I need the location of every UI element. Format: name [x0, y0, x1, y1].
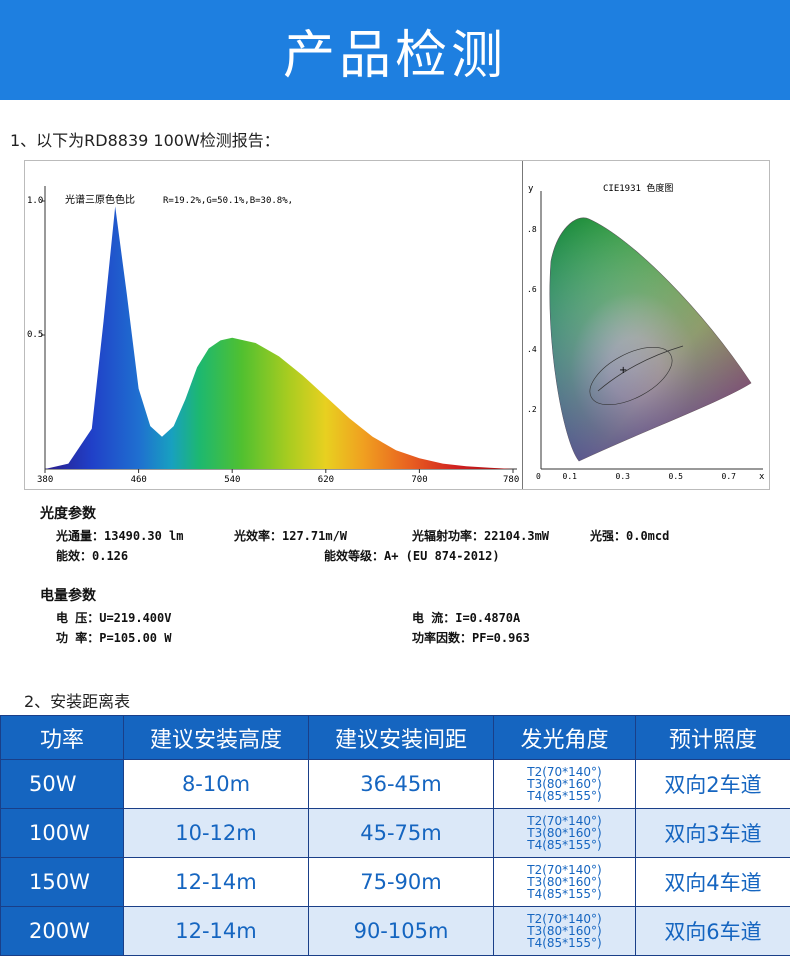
electrical-heading: 电量参数 [40, 588, 96, 604]
spectrum-ratio: R=19.2%,G=50.1%,B=30.8%, [163, 196, 293, 206]
cie-x-tick: 0.3 [616, 472, 631, 481]
cie-x-tick: 0.7 [722, 472, 737, 481]
flux-value: 光通量：13490.30 lm [56, 529, 184, 543]
row-lanes: 双向2车道 [635, 759, 790, 809]
section2-title: 2、安装距离表 [24, 692, 131, 711]
blackbody-curve [597, 345, 684, 392]
electrical-params: 电量参数 电 压：U=219.400V 电 流：I=0.4870A 功 率：P=… [40, 585, 530, 649]
spectrum-svg: 1.0 0.5 光谱三原色色比 R=19.2%,G=50.1%,B=30.8%,… [27, 186, 519, 485]
cie-y-tick: .2 [527, 405, 537, 414]
cie-x-tick: 0.5 [669, 472, 684, 481]
row-lanes: 双向3车道 [635, 808, 790, 858]
cie-title: CIE1931 色度图 [603, 182, 673, 194]
row-spacing: 75-90m [308, 857, 494, 907]
row-height: 8-10m [123, 759, 309, 809]
radiant-power-value: 光辐射功率：22104.3mW [412, 529, 550, 543]
row-power: 50W [0, 759, 124, 809]
power-factor-value: 功率因数：PF=0.963 [412, 631, 530, 645]
angle-t3: T3(80*160°) [527, 924, 602, 938]
energy-efficiency-value: 能效：0.126 [56, 549, 129, 563]
row-angles: T2(70*140°) T3(80*160°) T4(85*155°) [493, 906, 636, 956]
angle-t2: T2(70*140°) [527, 814, 602, 828]
x-tick-label: 620 [318, 475, 334, 485]
angle-t2: T2(70*140°) [527, 765, 602, 779]
current-value: 电 流：I=0.4870A [412, 611, 521, 625]
install-distance-table: 功率 建议安装高度 建议安装间距 发光角度 预计照度 50W 8-10m 36-… [0, 715, 790, 956]
angle-t3: T3(80*160°) [527, 777, 602, 791]
angle-t4: T4(85*155°) [527, 936, 602, 950]
row-height: 12-14m [123, 906, 309, 956]
angle-t2: T2(70*140°) [527, 863, 602, 877]
cie-gamut-cool [549, 217, 751, 461]
row-spacing: 90-105m [308, 906, 494, 956]
angle-t4: T4(85*155°) [527, 789, 602, 803]
header-power: 功率 [0, 715, 124, 760]
cie-chart: y x CIE1931 色度图 + .8 .6 .4 .2 0 0.1 0.3 0.5 0.7 [523, 161, 769, 489]
x-tick-label: 540 [224, 475, 240, 485]
page-banner: 产品检测 [0, 0, 790, 100]
table-row: 200W 12-14m 90-105m T2(70*140°) T3(80*160… [0, 906, 790, 956]
row-spacing: 45-75m [308, 808, 494, 858]
energy-grade-value: 能效等级：A+ (EU 874-2012) [324, 549, 500, 563]
y-tick: 0.5 [27, 330, 43, 340]
row-lanes: 双向6车道 [635, 906, 790, 956]
spectrum-title: 光谱三原色色比 [65, 193, 135, 206]
angle-t3: T3(80*160°) [527, 826, 602, 840]
header-spacing: 建议安装间距 [308, 715, 494, 760]
cie-y-label: y [528, 184, 534, 194]
cie-svg: y x CIE1931 色度图 + .8 .6 .4 .2 0 0.1 0.3 0.5 0.7 [527, 182, 765, 482]
x-tick-label: 700 [411, 475, 427, 485]
angle-t2: T2(70*140°) [527, 912, 602, 926]
photometric-params: 光度参数 光通量：13490.30 lm 光效率：127.71m/W 光辐射功率… [40, 503, 669, 567]
row-height: 10-12m [123, 808, 309, 858]
y-tick: 1.0 [27, 196, 43, 206]
table-row: 150W 12-14m 75-90m T2(70*140°) T3(80*160°… [0, 857, 790, 907]
header-angle: 发光角度 [493, 715, 636, 760]
banner-title: 产品检测 [282, 25, 507, 86]
x-tick-label: 460 [131, 475, 147, 485]
angle-t4: T4(85*155°) [527, 887, 602, 901]
table-header-row: 功率 建议安装高度 建议安装间距 发光角度 预计照度 [0, 715, 790, 760]
table-row: 50W 8-10m 36-45m T2(70*140°) T3(80*160°) T… [0, 759, 790, 809]
angle-t3: T3(80*160°) [527, 875, 602, 889]
table-row: 100W 10-12m 45-75m T2(70*140°) T3(80*160°… [0, 808, 790, 858]
section1-title: 1、以下为RD8839 100W检测报告： [10, 131, 280, 150]
cie-x-tick: 0.1 [563, 472, 578, 481]
power-value: 功 率：P=105.00 W [56, 631, 172, 645]
header-illuminance: 预计照度 [635, 715, 790, 760]
cie-y-tick: .6 [527, 285, 537, 294]
test-report-charts: 1.0 0.5 光谱三原色色比 R=19.2%,G=50.1%,B=30.8%,… [24, 160, 770, 490]
efficacy-value: 光效率：127.71m/W [234, 529, 348, 543]
voltage-value: 电 压：U=219.400V [56, 611, 172, 625]
row-power: 200W [0, 906, 124, 956]
angle-t4: T4(85*155°) [527, 838, 602, 852]
row-spacing: 36-45m [308, 759, 494, 809]
row-angles: T2(70*140°) T3(80*160°) T4(85*155°) [493, 759, 636, 809]
x-tick-label: 380 [37, 475, 53, 485]
row-angles: T2(70*140°) T3(80*160°) T4(85*155°) [493, 857, 636, 907]
spectrum-area [45, 206, 513, 469]
white-point-marker: + [619, 365, 627, 376]
cie-x-label: x [759, 472, 765, 482]
cie-x-tick: 0 [536, 472, 541, 481]
photometric-heading: 光度参数 [40, 506, 96, 522]
cie-y-tick: .4 [527, 345, 537, 354]
x-tick-label: 780 [503, 475, 519, 485]
planckian-locus [589, 347, 673, 405]
row-lanes: 双向4车道 [635, 857, 790, 907]
header-height: 建议安装高度 [123, 715, 309, 760]
row-power: 150W [0, 857, 124, 907]
row-power: 100W [0, 808, 124, 858]
cie-y-tick: .8 [527, 225, 537, 234]
intensity-value: 光强：0.0mcd [590, 529, 670, 543]
spectrum-chart: 1.0 0.5 光谱三原色色比 R=19.2%,G=50.1%,B=30.8%,… [25, 161, 523, 489]
row-angles: T2(70*140°) T3(80*160°) T4(85*155°) [493, 808, 636, 858]
row-height: 12-14m [123, 857, 309, 907]
